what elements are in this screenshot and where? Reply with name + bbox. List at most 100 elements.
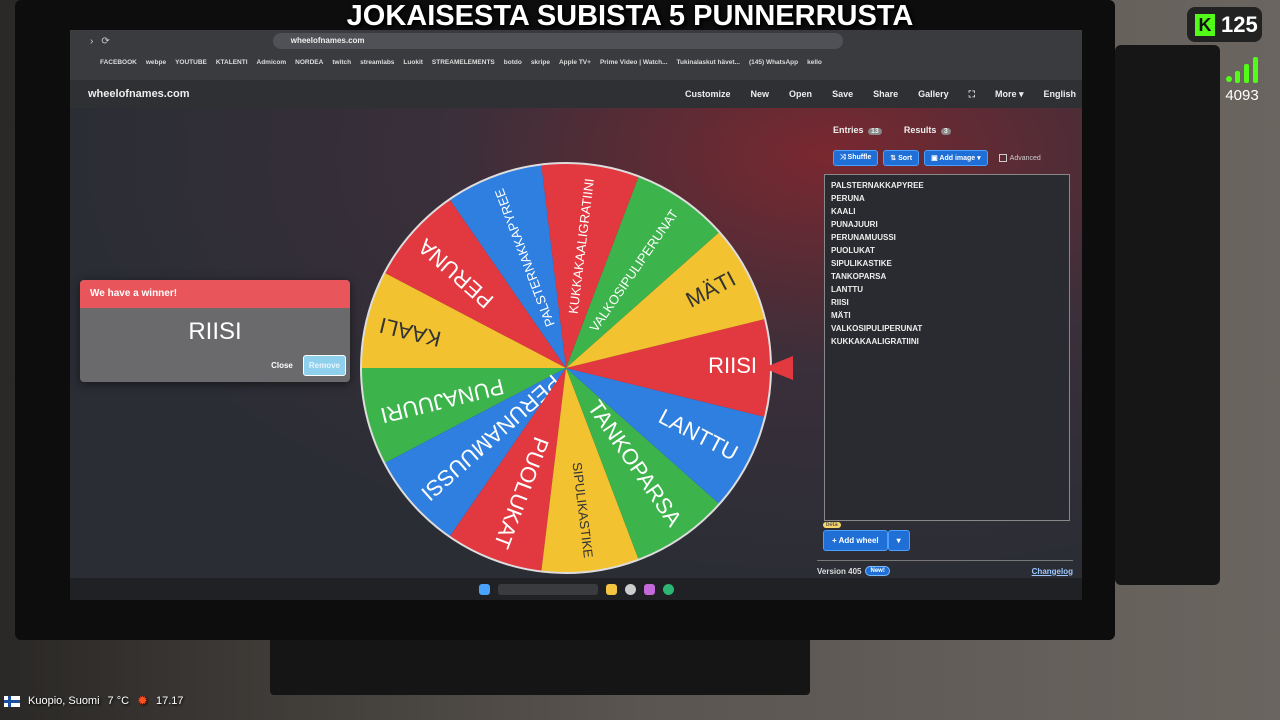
entries-textarea[interactable]: PALSTERNAKKAPYREE PERUNA KAALI PUNAJUURI PER… <box>824 174 1070 521</box>
menu-item[interactable]: Share <box>873 88 899 99</box>
wheel-segment <box>361 368 566 464</box>
menu-item[interactable]: Save <box>832 88 854 99</box>
entry-line: KUKKAKAALIGRATIINI <box>831 337 919 346</box>
wheel-segment <box>566 318 771 418</box>
bookmark[interactable]: skripe <box>530 58 550 66</box>
menu-item[interactable]: Gallery <box>918 88 949 99</box>
menu-item[interactable]: Customize <box>685 88 731 99</box>
add-image-label: Add image ▾ <box>939 155 981 162</box>
wheel-label: RIISI <box>708 353 757 378</box>
sort-label: Sort <box>898 155 913 162</box>
taskbar-search[interactable] <box>497 583 598 595</box>
chrome-icon[interactable] <box>624 583 636 595</box>
kick-logo-icon: K <box>1195 13 1215 36</box>
clock: 17.17 <box>155 695 184 707</box>
changelog-link[interactable]: Changelog <box>1031 566 1073 576</box>
entry-line: LANTTU <box>831 285 863 294</box>
viewer-widget: 4093 <box>1224 55 1260 104</box>
menu-item[interactable]: English <box>1043 88 1076 99</box>
wheel-segment <box>449 368 566 572</box>
menu-item[interactable]: Open <box>789 88 813 99</box>
reload-icon[interactable]: ⟳ <box>101 35 110 47</box>
wheel[interactable]: PALSTERNAKKAPYREEPERUNAKAALIPUNAJUURIPER… <box>336 138 796 598</box>
viewer-count: 4093 <box>1225 87 1259 104</box>
browser-chrome: › ⟳ wheelofnames.com FACEBOOK webpe YOUTUB… <box>70 30 1082 80</box>
close-button[interactable]: Close <box>271 361 293 370</box>
beta-badge: beta <box>823 522 841 528</box>
bookmark[interactable]: STREAMELEMENTS <box>431 58 495 66</box>
fullscreen-icon[interactable]: ⛶ <box>968 88 975 99</box>
bookmark[interactable]: Tukinalaskut hävet... <box>676 58 740 66</box>
app-menu: Customize New Open Save Share Gallery ⛶ More ▾ E… <box>685 89 1082 100</box>
winner-name: RIISI <box>188 318 242 345</box>
bookmark[interactable]: kello <box>807 58 822 66</box>
add-wheel-dropdown[interactable]: ▾ <box>887 530 910 551</box>
wheel-segment <box>384 199 566 368</box>
temperature: 7 °C <box>107 695 130 707</box>
remove-button[interactable]: Remove <box>302 355 346 376</box>
weather-widget: Kuopio, Suomi 7 °C ✹ 17.17 <box>0 690 260 712</box>
entry-line: PUNAJUURI <box>831 220 878 229</box>
address-bar[interactable]: wheelofnames.com <box>272 33 843 49</box>
bookmark[interactable]: webpe <box>145 58 167 66</box>
bookmark[interactable]: botdo <box>503 58 522 66</box>
sort-button[interactable]: ⇅ Sort <box>883 150 920 166</box>
entries-panel: Entries 13 Results 3 ⤨ Shuffle ⇅ Sort ▣ … <box>817 120 1073 576</box>
bookmark[interactable]: Admicom <box>256 58 287 66</box>
bookmark[interactable]: KTALENTI <box>215 58 248 66</box>
start-icon[interactable] <box>478 583 490 595</box>
winner-dialog: We have a winner! RIISI Close Remove <box>80 280 350 382</box>
checkbox-box[interactable] <box>998 154 1007 162</box>
entry-line: PERUNA <box>831 194 865 203</box>
folder-icon[interactable] <box>605 583 617 595</box>
bookmark[interactable]: Apple TV+ <box>558 58 591 66</box>
signal-bars-icon <box>1226 57 1258 83</box>
bookmark[interactable]: FACEBOOK <box>100 58 137 66</box>
wheel-segment <box>566 232 766 368</box>
menu-item[interactable]: More ▾ <box>994 88 1024 99</box>
wheel-stage: PALSTERNAKKAPYREE PERUNA KAALI PUNAJUURI PER… <box>70 108 1082 578</box>
wheel-segment <box>566 368 720 560</box>
bookmarks-bar: FACEBOOK webpe YOUTUBE KTALENTI Admicom NORDE… <box>70 52 1082 72</box>
tab-entries-label: Entries <box>833 125 864 135</box>
kick-count: 125 <box>1221 11 1258 37</box>
wheel-segment <box>361 272 566 368</box>
forward-icon[interactable]: › <box>90 35 94 47</box>
wheel-segment <box>566 176 720 368</box>
dialog-title: We have a winner! <box>80 280 350 308</box>
bookmark[interactable]: twitch <box>332 58 352 66</box>
bookmark[interactable]: Prime Video | Watch... <box>599 58 668 66</box>
sun-icon: ✹ <box>137 693 148 708</box>
tab-results[interactable]: Results 3 <box>904 125 951 135</box>
version-label: Version 405 <box>817 566 862 576</box>
bookmark[interactable]: NORDEA <box>295 58 324 66</box>
entry-line: VALKOSIPULIPERUNAT <box>831 324 923 333</box>
bookmark[interactable]: (145) WhatsApp <box>748 58 799 66</box>
wheel-segment <box>384 368 566 537</box>
wheel-segment <box>449 164 566 368</box>
add-wheel-button[interactable]: + Add wheel <box>823 530 888 551</box>
add-image-button[interactable]: ▣ Add image ▾ <box>924 150 988 166</box>
tab-results-label: Results <box>903 125 937 135</box>
browser-window: › ⟳ wheelofnames.com FACEBOOK webpe YOUTUB… <box>70 30 1082 600</box>
wheel-segment <box>566 368 766 504</box>
tab-entries[interactable]: Entries 13 <box>833 125 882 135</box>
shuffle-button[interactable]: ⤨ Shuffle <box>833 150 879 166</box>
finland-flag-icon <box>4 695 20 707</box>
app-icon[interactable] <box>643 583 655 595</box>
entry-line: SIPULIKASTIKE <box>831 259 892 268</box>
spotify-icon[interactable] <box>662 583 674 595</box>
menu-item[interactable]: New <box>750 88 770 99</box>
advanced-label: Advanced <box>1009 154 1041 162</box>
wheel-segment <box>541 163 639 368</box>
kick-subs-widget: K 125 <box>1187 7 1262 42</box>
entry-line: RIISI <box>831 298 849 307</box>
entry-line: PERUNAMUUSSI <box>831 233 896 242</box>
site-logo[interactable]: wheelofnames.com <box>88 88 190 100</box>
bookmark[interactable]: YOUTUBE <box>175 58 207 66</box>
advanced-checkbox[interactable]: Advanced <box>998 154 1041 162</box>
bookmark[interactable]: streamlabs <box>360 58 395 66</box>
bookmark[interactable]: Luokit <box>403 58 423 66</box>
wheel-pointer <box>763 356 793 380</box>
entries-count: 13 <box>868 128 882 135</box>
